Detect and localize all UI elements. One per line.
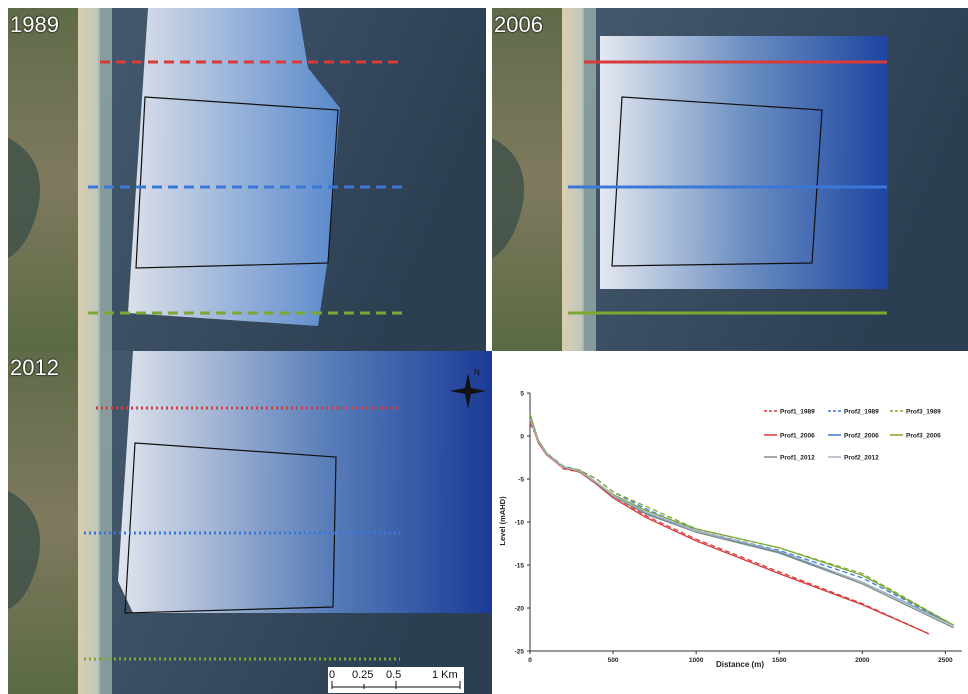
series-line-prof1-2006 <box>529 418 930 635</box>
scale-tick-label: 0.5 <box>386 669 402 681</box>
profile-chart-panel: 5 0 -5 -10 -15 -20 -25 0 500 1000 1500 2000 2500 Pro… <box>492 351 968 694</box>
legend-label: Prof1_2006 <box>780 433 815 440</box>
legend-label: Prof3_1989 <box>906 409 941 416</box>
north-arrow-icon: N <box>450 368 486 409</box>
study-area-box <box>135 96 339 269</box>
bathymetry-survey-1989 <box>128 8 340 326</box>
map-panel-1989: 1989 <box>8 8 486 351</box>
x-tick-label: 2500 <box>938 657 953 664</box>
y-tick-label: -10 <box>515 520 525 527</box>
map-panel-2012: N 2012 0 0.25 0.5 1 Km <box>8 351 492 694</box>
y-tick-label: 0 <box>520 434 524 441</box>
scale-tick-label: 1 Km <box>432 669 458 681</box>
y-tick-label: -25 <box>515 649 525 656</box>
x-tick-label: 1000 <box>689 657 704 664</box>
north-label: N <box>474 368 480 377</box>
aerial-map-2006 <box>492 8 968 351</box>
scale-bar: 0 0.25 0.5 1 Km <box>328 667 464 693</box>
legend-label: Prof2_1989 <box>844 409 879 416</box>
map-panel-2006: 2006 <box>492 8 968 351</box>
series-line-prof3-2006 <box>529 414 955 626</box>
series-line-prof2-2012 <box>529 418 954 627</box>
y-tick-label: -5 <box>518 477 524 484</box>
year-label: 2012 <box>10 355 59 380</box>
chart-axes: 50-5-10-15-20-250 500 1000 1500 2000 2500 <box>515 391 962 664</box>
profile-chart: 50-5-10-15-20-250 500 1000 1500 2000 2500 Pro… <box>498 391 962 669</box>
series-line-prof3-1989 <box>529 418 955 626</box>
chart-series <box>529 414 955 635</box>
aerial-map-1989 <box>8 8 486 351</box>
y-tick-label: -20 <box>515 606 525 613</box>
y-tick-label: 5 <box>520 391 524 398</box>
legend-label: Prof2_2012 <box>844 455 879 462</box>
chart-legend: Prof1_1989 Prof2_1989 Prof3_1989 Prof1_2006… <box>764 409 941 462</box>
year-label: 2006 <box>494 12 543 37</box>
x-tick-label: 500 <box>608 657 619 664</box>
x-tick-label: 2000 <box>855 657 870 664</box>
legend-label: Prof3_2006 <box>906 433 941 440</box>
legend-label: Prof1_2012 <box>780 455 815 462</box>
series-line-prof1-2012 <box>529 418 954 629</box>
scale-tick-label: 0.25 <box>352 669 374 681</box>
x-tick-label: 1500 <box>772 657 787 664</box>
bathymetry-survey-2006 <box>600 36 888 289</box>
aerial-map-2012: N <box>8 351 492 694</box>
study-area-box <box>124 442 337 614</box>
y-axis-label: Level (mAHD) <box>498 496 507 546</box>
study-area-box <box>611 96 823 267</box>
x-axis-label: Distance (m) <box>716 660 764 669</box>
x-tick-label: 0 <box>528 657 532 664</box>
legend-label: Prof2_2006 <box>844 433 879 440</box>
series-line-prof2-2006 <box>529 414 954 626</box>
bathymetry-survey-2012 <box>118 351 492 613</box>
year-label: 1989 <box>10 12 59 37</box>
legend-label: Prof1_1989 <box>780 409 815 416</box>
series-line-prof2-1989 <box>529 418 954 626</box>
y-tick-label: -15 <box>515 563 525 570</box>
scale-tick-label: 0 <box>329 669 336 681</box>
